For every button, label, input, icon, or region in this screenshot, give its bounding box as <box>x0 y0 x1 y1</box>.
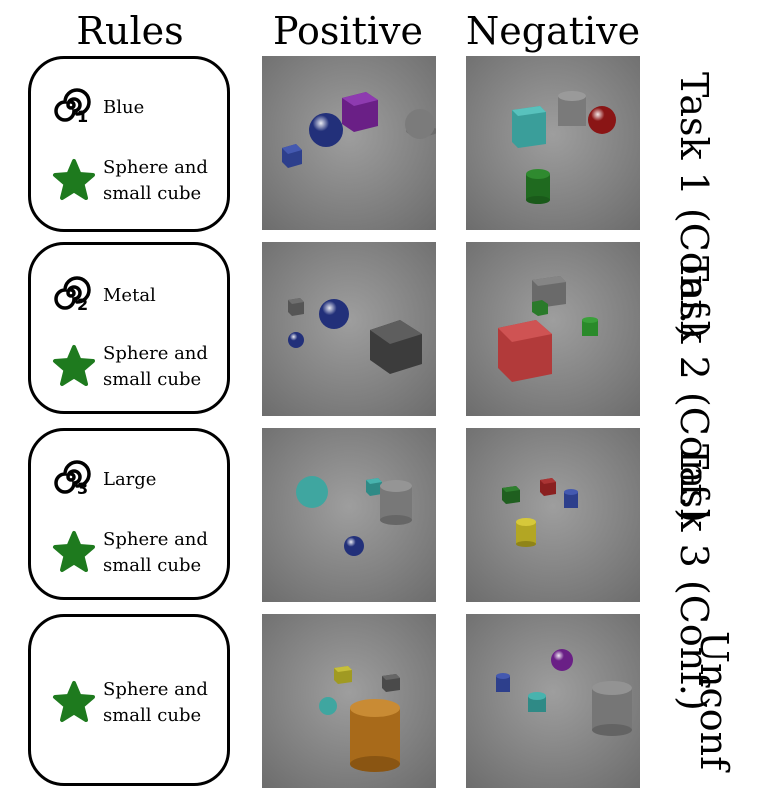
spiral-icon: 1 <box>51 85 97 131</box>
star-icon <box>53 159 95 200</box>
negative-header: Negative <box>466 9 641 53</box>
rule-text: Blue <box>103 97 145 118</box>
rule-number: 1 <box>77 107 89 126</box>
task-label-3-line-2: (Conf.) <box>672 579 716 711</box>
scene-task-3-negative <box>466 428 640 602</box>
rule-box-unconf: Sphere and small cube <box>28 614 230 786</box>
rule-box-task-2: 2 Metal Sphere and small cube <box>28 242 230 414</box>
spiral-icon: 3 <box>51 457 97 503</box>
rule-box-task-1: 1 Blue Sphere and small cube <box>28 56 230 232</box>
rule-line: 3 Large <box>51 457 156 503</box>
common-rule-text: Sphere and small cube <box>103 679 208 726</box>
positive-header: Positive <box>273 9 423 53</box>
common-rule-line: Sphere and small cube <box>51 341 233 393</box>
task-label-1: Task 1 (Conf.) <box>672 72 716 339</box>
star-icon <box>53 345 95 386</box>
task-label-2-line-1: Task 2 <box>672 256 716 380</box>
common-rule-line: Sphere and small cube <box>51 155 233 207</box>
star-icon <box>53 531 95 572</box>
scene-task-1-positive <box>262 56 436 230</box>
common-rule-text: Sphere and small cube <box>103 343 208 390</box>
task-label-1-line-2: (Conf.) <box>672 207 716 339</box>
rules-header: Rules <box>76 9 184 53</box>
task-label-2-line-2: (Conf.) <box>672 391 716 523</box>
task-label-3: Task 3 (Conf.) <box>672 444 716 711</box>
rule-number: 3 <box>77 479 89 498</box>
rule-line: 1 Blue <box>51 85 144 131</box>
common-rule-text: Sphere and small cube <box>103 529 208 576</box>
scene-unconf-negative <box>466 614 640 788</box>
rule-line: 2 Metal <box>51 273 156 319</box>
scene-task-3-positive <box>262 428 436 602</box>
task-label-2: Task 2 (Conf.) <box>672 256 716 523</box>
spiral-icon: 2 <box>51 273 97 319</box>
scene-task-1-negative <box>466 56 640 230</box>
scene-task-2-negative <box>466 242 640 416</box>
rule-text: Metal <box>103 285 156 306</box>
common-rule-line: Sphere and small cube <box>51 527 233 579</box>
common-rule-text: Sphere and small cube <box>103 157 208 204</box>
task-label-unconf-line-1: Unconf <box>692 631 736 771</box>
task-label-unconf: Unconf <box>692 626 736 776</box>
star-icon <box>53 681 95 722</box>
common-rule-line: Sphere and small cube <box>51 677 233 729</box>
scene-unconf-positive <box>262 614 436 788</box>
task-label-1-line-1: Task 1 <box>672 72 716 196</box>
rule-number: 2 <box>77 295 89 314</box>
task-label-3-line-1: Task 3 <box>672 444 716 568</box>
rule-box-task-3: 3 Large Sphere and small cube <box>28 428 230 600</box>
scene-task-2-positive <box>262 242 436 416</box>
rule-text: Large <box>103 469 157 490</box>
